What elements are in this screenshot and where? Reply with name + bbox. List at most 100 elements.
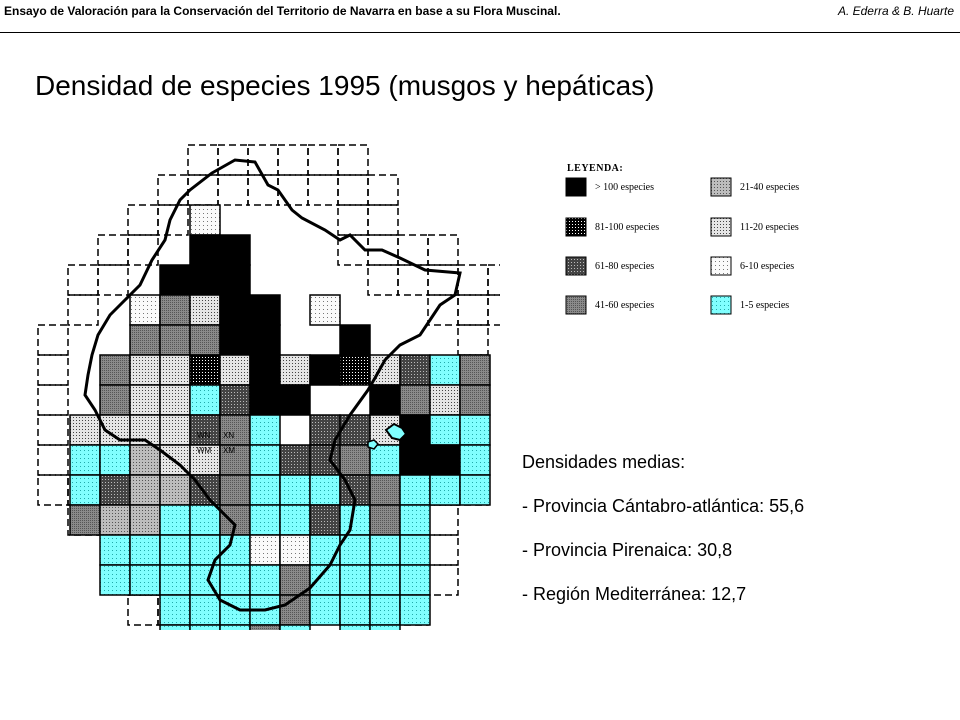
map-cell bbox=[69, 504, 101, 536]
map-cell bbox=[99, 474, 131, 506]
header-divider bbox=[0, 32, 960, 33]
map-cell bbox=[159, 474, 191, 506]
map-cell bbox=[99, 534, 131, 566]
map-cell bbox=[339, 594, 371, 626]
stats-line: - Provincia Pirenaica: 30,8 bbox=[522, 540, 733, 560]
map-cell bbox=[129, 384, 161, 416]
map-cell bbox=[189, 414, 221, 446]
map-cell bbox=[369, 474, 401, 506]
grid-cell-outline bbox=[457, 294, 489, 326]
grid-cell-outline bbox=[67, 264, 99, 296]
grid-cell-outline bbox=[277, 144, 309, 176]
grid-cell-outline bbox=[97, 264, 129, 296]
map-cell bbox=[459, 414, 491, 446]
map-cell bbox=[159, 504, 191, 536]
map-cell bbox=[279, 354, 311, 386]
map-cell bbox=[129, 564, 161, 596]
grid-cell-outline bbox=[37, 384, 69, 416]
map-cell bbox=[279, 594, 311, 626]
map-cell bbox=[249, 354, 281, 386]
map-cell bbox=[369, 624, 401, 630]
authors: A. Ederra & B. Huarte bbox=[837, 4, 954, 18]
map-cell bbox=[279, 624, 311, 630]
grid-cell-outline bbox=[337, 174, 369, 206]
grid-cell-outline bbox=[37, 414, 69, 446]
map-cell bbox=[429, 444, 461, 476]
map-cell bbox=[369, 504, 401, 536]
map-cell bbox=[99, 564, 131, 596]
map-cell bbox=[459, 474, 491, 506]
enclave-shape-small bbox=[367, 439, 380, 450]
grid-cell-outline bbox=[457, 324, 489, 356]
grid-cell-outline bbox=[37, 444, 69, 476]
map-cell bbox=[189, 234, 221, 266]
navarra-density-map: WN XN WM XM bbox=[37, 144, 500, 630]
map-cell bbox=[129, 504, 161, 536]
map-cell bbox=[189, 564, 221, 596]
map-cell bbox=[159, 534, 191, 566]
grid-cell-outline bbox=[367, 174, 399, 206]
map-cell bbox=[99, 354, 131, 386]
map-cell bbox=[249, 384, 281, 416]
grid-cell-outline bbox=[37, 324, 69, 356]
map-cell bbox=[159, 564, 191, 596]
map-cell bbox=[309, 474, 341, 506]
legend-item-c100: > 100 especies bbox=[565, 177, 654, 197]
map-cell bbox=[399, 504, 431, 536]
map-cell bbox=[429, 354, 461, 386]
map-cell bbox=[189, 264, 221, 296]
legend-swatch bbox=[710, 217, 732, 237]
map-cell bbox=[99, 504, 131, 536]
map-cell bbox=[189, 594, 221, 626]
map-cell bbox=[129, 294, 161, 326]
grid-cell-outline bbox=[67, 294, 99, 326]
map-cell bbox=[309, 444, 341, 476]
map-cell bbox=[429, 384, 461, 416]
stats-heading: Densidades medias: bbox=[522, 452, 686, 472]
legend-swatch bbox=[710, 295, 732, 315]
map-cell bbox=[69, 414, 101, 446]
legend-swatch bbox=[565, 217, 587, 237]
grid-cell-outline bbox=[37, 354, 69, 386]
map-cell bbox=[189, 294, 221, 326]
map-cell bbox=[249, 534, 281, 566]
map-cell bbox=[219, 294, 251, 326]
map-cell bbox=[159, 414, 191, 446]
map-cell bbox=[339, 324, 371, 356]
legend-item-c1: 1-5 especies bbox=[710, 295, 789, 315]
map-cell bbox=[339, 504, 371, 536]
map-cell bbox=[369, 384, 401, 416]
document-header: Ensayo de Valoración para la Conservació… bbox=[4, 4, 954, 18]
grid-cell-outline bbox=[337, 144, 369, 176]
map-cell bbox=[309, 594, 341, 626]
map-cell bbox=[249, 504, 281, 536]
map-cell bbox=[159, 594, 191, 626]
map-cell bbox=[189, 384, 221, 416]
map-cell bbox=[309, 504, 341, 536]
map-cell bbox=[429, 474, 461, 506]
map-cell bbox=[309, 294, 341, 326]
density-cells bbox=[69, 204, 491, 630]
map-cell bbox=[189, 354, 221, 386]
map-cell bbox=[249, 444, 281, 476]
legend-swatch bbox=[565, 295, 587, 315]
grid-cell-outline bbox=[427, 534, 459, 566]
grid-cell-outline bbox=[337, 204, 369, 236]
page-title: Densidad de especies 1995 (musgos y hepá… bbox=[35, 70, 655, 101]
map-cell bbox=[309, 534, 341, 566]
map-cell bbox=[279, 504, 311, 536]
grid-cell-outline bbox=[127, 234, 159, 266]
map-cell bbox=[219, 324, 251, 356]
grid-cell-outline bbox=[487, 294, 500, 326]
enclave-shape bbox=[384, 422, 408, 442]
map-cell bbox=[429, 414, 461, 446]
grid-cell-outline bbox=[367, 204, 399, 236]
grid-cell-outline bbox=[217, 174, 249, 206]
map-cell bbox=[459, 444, 491, 476]
map-cell bbox=[129, 474, 161, 506]
legend-heading: LEYENDA: bbox=[567, 163, 624, 174]
map-cell bbox=[399, 474, 431, 506]
map-cell bbox=[219, 444, 251, 476]
map-cell bbox=[189, 324, 221, 356]
map-cell bbox=[219, 564, 251, 596]
